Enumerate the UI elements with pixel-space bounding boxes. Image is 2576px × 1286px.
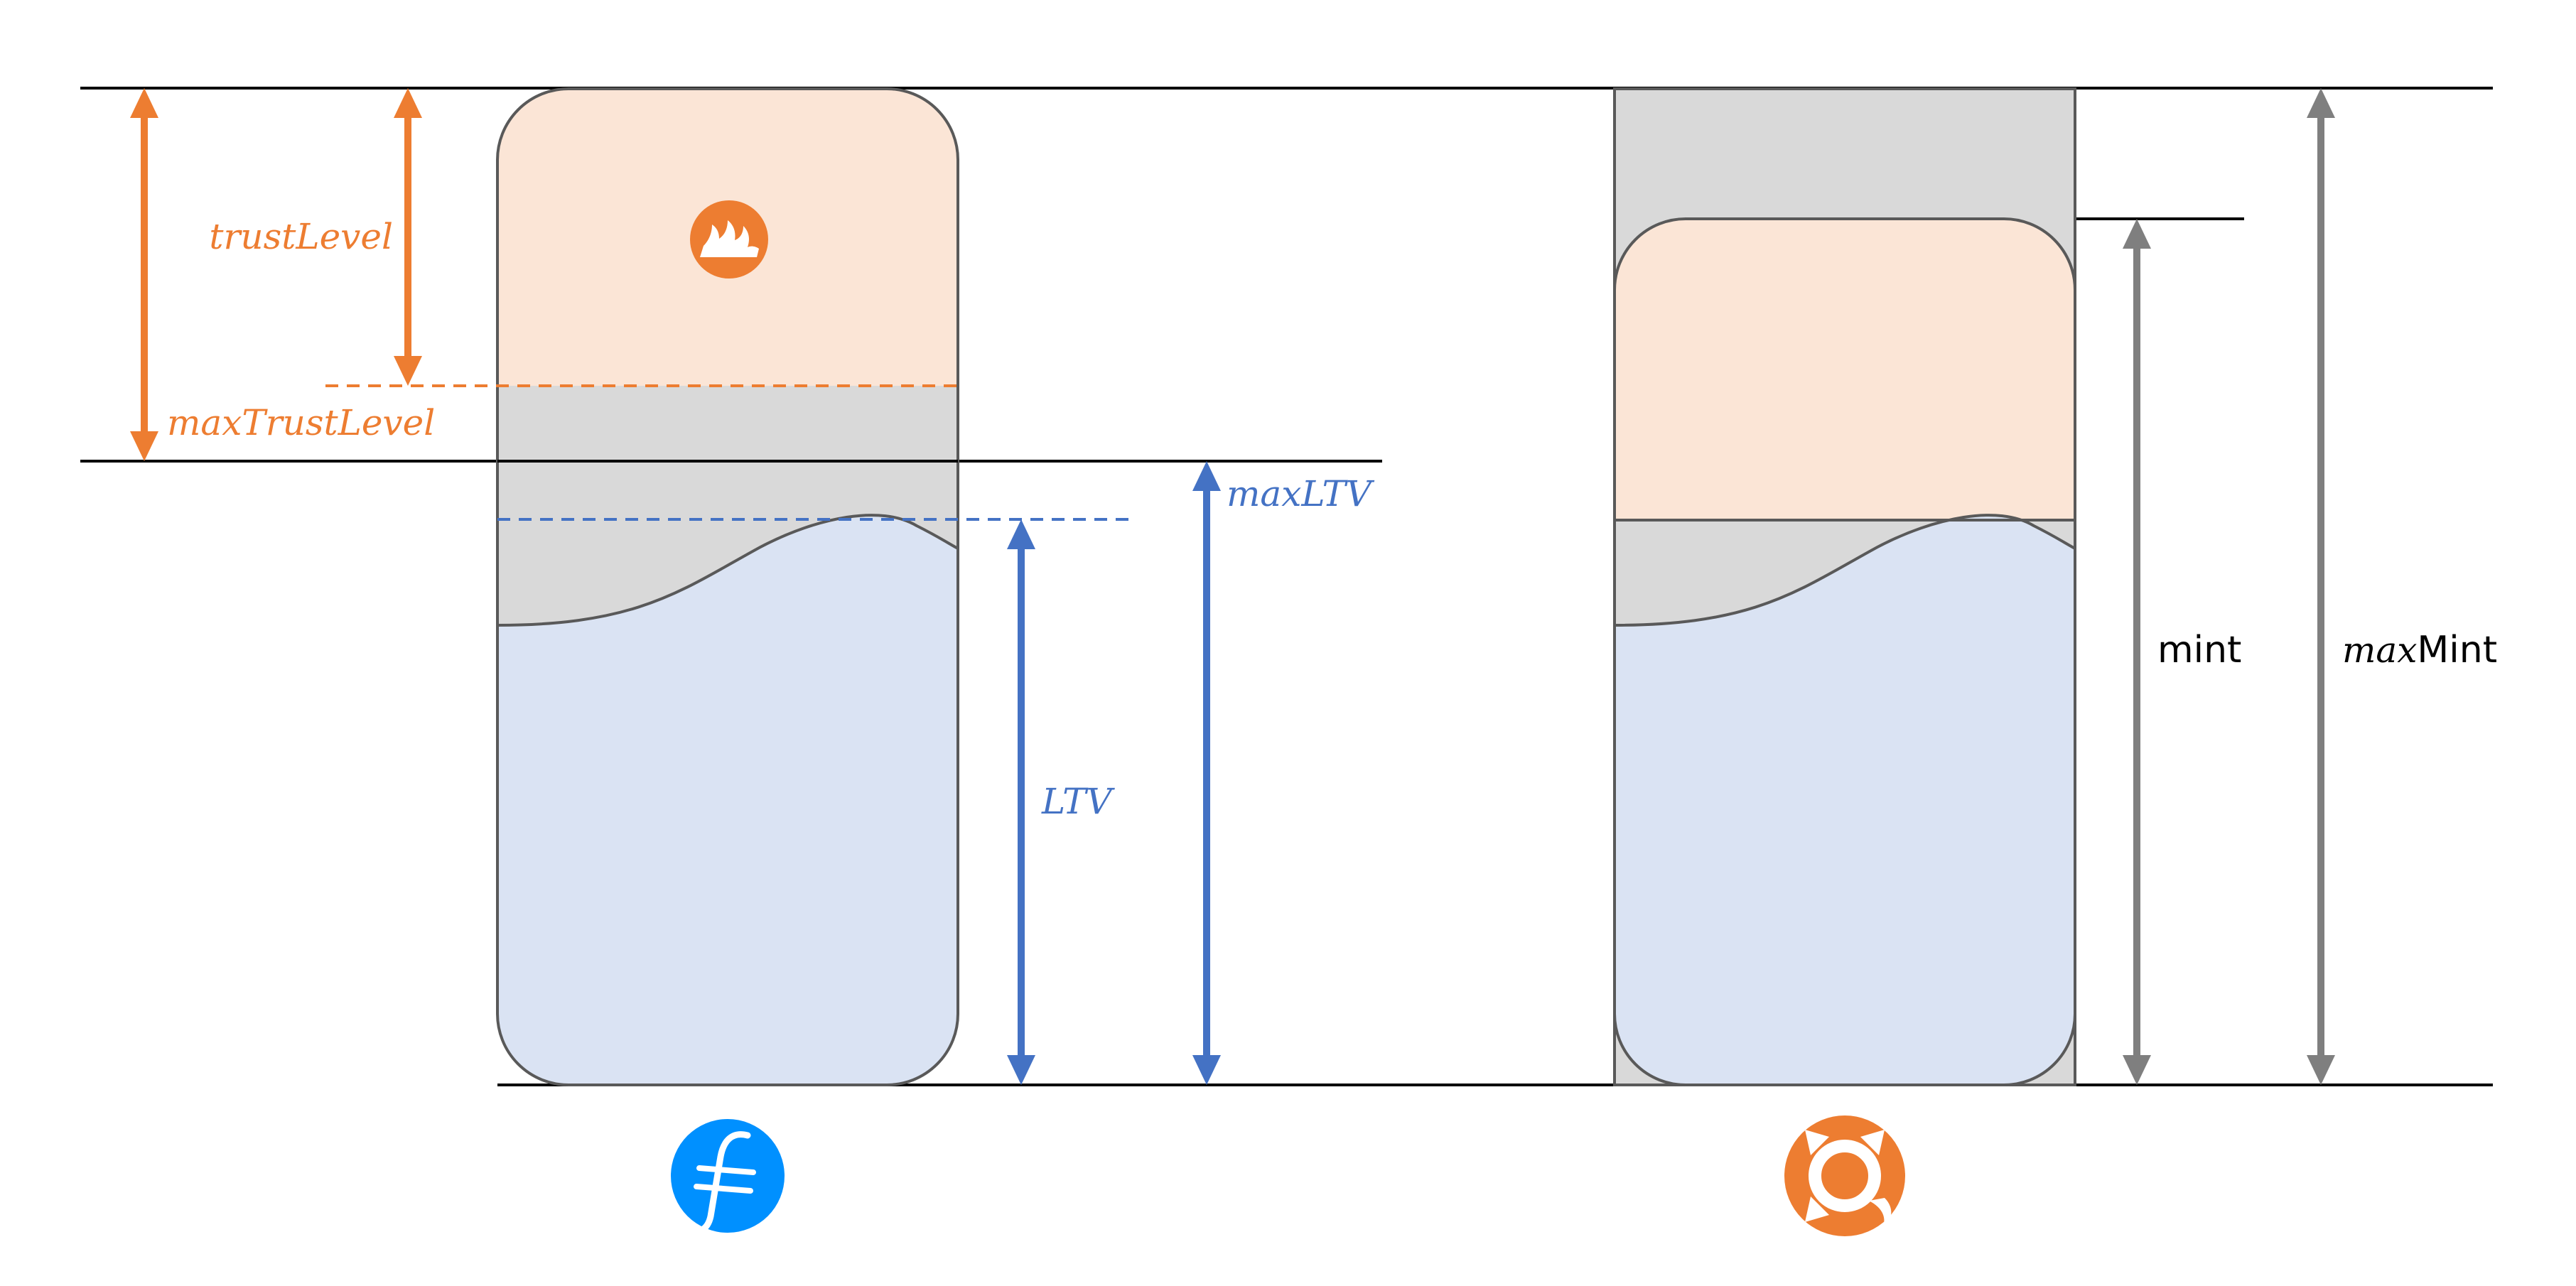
mint-container-outline [1613,217,2076,1086]
max-trust-level-label: maxTrustLevel [167,402,435,443]
mint-blue-fill [1615,515,2075,1085]
mint-label: mint [2157,629,2241,671]
mint-curve [1615,514,2075,627]
max-mint-label: maxMint [2342,629,2497,671]
ltv-fill [497,515,958,1085]
max-trust-level-arrow [130,88,158,461]
max-mint-label-suffix: Mint [2417,629,2497,671]
mint-container [1615,219,2075,1085]
trust-level-arrow [394,88,422,386]
max-mint-arrow [2307,88,2335,1085]
filecoin-container-outline [496,87,959,1086]
trust-level-label: trustLevel [209,216,393,257]
max-ltv-label: maxLTV [1227,473,1375,514]
filecoin-logo-icon [671,1119,785,1235]
ltv-label: LTV [1041,781,1115,822]
ltv-arrow [1007,519,1035,1085]
flame-icon [690,200,768,279]
sync-logo-icon [1784,1115,1905,1236]
max-ltv-arrow [1192,461,1221,1085]
ltv-curve [497,514,958,627]
mint-peach-fill [1615,219,2075,520]
max-mint-label-prefix: max [2342,630,2417,671]
mint-arrow [2123,219,2151,1085]
